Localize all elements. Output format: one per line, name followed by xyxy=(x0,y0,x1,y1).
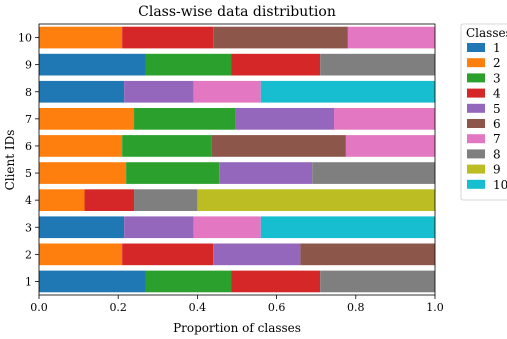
y-axis: 1 2 3 4 5 6 7 8 9 10 xyxy=(18,32,39,288)
legend-entry-label: 5 xyxy=(493,102,501,116)
bar-segment xyxy=(211,135,346,157)
bar-segment xyxy=(320,270,435,293)
bar-segment xyxy=(39,80,125,103)
bar-segment xyxy=(193,80,261,103)
bar-segment xyxy=(39,189,85,211)
x-axis: 0.0 0.2 0.4 0.6 0.8 1.0 xyxy=(30,295,444,314)
bar-segment xyxy=(39,108,135,130)
legend-swatch xyxy=(467,88,485,98)
legend-entry-label: 10 xyxy=(493,178,507,192)
x-tick-label: 0.8 xyxy=(347,301,365,314)
legend-swatch xyxy=(467,103,485,113)
y-tick-label: 3 xyxy=(25,221,32,234)
legend-entry-label: 4 xyxy=(493,87,501,101)
x-tick-label: 0.6 xyxy=(268,301,286,314)
legend-entry-label: 8 xyxy=(493,147,501,161)
legend-swatch xyxy=(467,149,485,159)
bar-segment xyxy=(312,162,435,184)
bar-segment xyxy=(39,26,123,49)
bar-segment xyxy=(122,243,214,266)
legend-entry-label: 1 xyxy=(493,41,501,55)
bar-segment xyxy=(193,216,261,239)
bar-segment xyxy=(320,53,435,76)
legend-swatch xyxy=(467,73,485,83)
y-axis-label: Client IDs xyxy=(3,130,17,191)
y-tick-label: 6 xyxy=(25,140,32,153)
bar-segment xyxy=(39,216,125,239)
y-tick-label: 7 xyxy=(25,113,32,126)
bar-segment xyxy=(39,53,146,76)
legend-entry-label: 7 xyxy=(493,132,501,146)
bar-segment xyxy=(122,135,212,157)
legend-swatch xyxy=(467,119,485,128)
y-tick-label: 2 xyxy=(25,248,32,261)
bar-segment xyxy=(134,189,198,211)
bar-segment xyxy=(39,135,123,157)
y-tick-label: 9 xyxy=(25,59,32,72)
bar-segment xyxy=(84,189,135,211)
bar-segment xyxy=(124,80,194,103)
y-tick-label: 10 xyxy=(18,32,32,45)
bar-segment xyxy=(213,243,301,266)
bar-segment xyxy=(39,162,127,184)
y-tick-label: 5 xyxy=(25,167,32,180)
bar-segment xyxy=(122,26,214,49)
bar-segment xyxy=(219,162,313,184)
bar-segment xyxy=(134,108,236,130)
legend-swatch xyxy=(467,164,485,174)
bar-segment xyxy=(345,135,435,157)
bar-segment xyxy=(231,53,321,76)
bar-segment xyxy=(260,80,435,103)
legend-entry-label: 2 xyxy=(493,56,501,70)
x-tick-label: 0.2 xyxy=(109,301,127,314)
x-axis-label: Proportion of classes xyxy=(173,321,301,335)
bar-segment xyxy=(39,270,146,293)
bar-segment xyxy=(145,270,232,293)
bar-segment xyxy=(213,26,348,49)
bar-segment xyxy=(334,108,435,130)
y-tick-label: 1 xyxy=(25,275,32,288)
x-tick-label: 0.4 xyxy=(189,301,207,314)
bar-segment xyxy=(235,108,335,130)
legend-swatch xyxy=(467,179,485,189)
bar-segment xyxy=(145,53,232,76)
legend-entry-label: 3 xyxy=(493,71,501,85)
bars-group xyxy=(39,26,435,293)
chart-title: Class-wise data distribution xyxy=(138,4,336,20)
x-tick-label: 1.0 xyxy=(426,301,444,314)
bar-segment xyxy=(126,162,220,184)
bar-segment xyxy=(300,243,435,266)
legend-swatch xyxy=(467,58,485,68)
y-tick-label: 4 xyxy=(25,194,32,207)
y-tick-label: 8 xyxy=(25,86,32,99)
bar-segment xyxy=(197,189,435,211)
plot-area-frame xyxy=(38,23,436,296)
bar-segment xyxy=(39,243,123,266)
legend-entry-label: 6 xyxy=(493,117,501,131)
bar-segment xyxy=(231,270,321,293)
bar-segment xyxy=(260,216,435,239)
legend-swatch xyxy=(467,43,485,52)
legend-title: Classes xyxy=(466,26,507,40)
bar-segment xyxy=(347,26,435,49)
x-tick-label: 0.0 xyxy=(30,301,48,314)
bar-segment xyxy=(124,216,194,239)
legend-entry-label: 9 xyxy=(493,163,501,177)
legend-swatch xyxy=(467,134,485,144)
